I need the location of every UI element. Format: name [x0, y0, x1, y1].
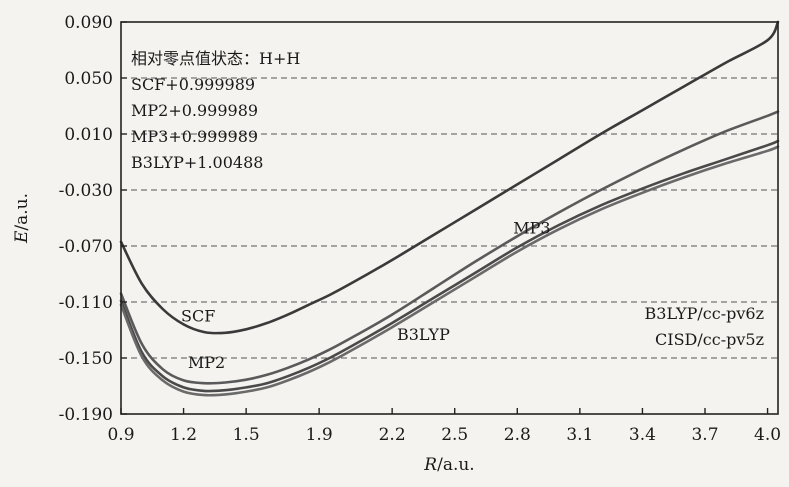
x-tick-label: 2.8 — [504, 425, 531, 445]
y-axis-label: E/a.u. — [12, 193, 32, 244]
series-label-mp3: MP3 — [513, 218, 550, 237]
y-tick-label: 0.050 — [64, 69, 113, 89]
annotation-block-bottom-right: B3LYP/cc-pv6z CISD/cc-pv5z — [645, 304, 764, 349]
x-tick-label: 3.4 — [629, 425, 656, 445]
x-tick-label: 1.5 — [233, 425, 260, 445]
series-labels: SCF MP2 MP3 B3LYP — [181, 218, 551, 371]
series-label-mp2: MP2 — [188, 353, 225, 372]
y-tick-label: -0.110 — [59, 293, 113, 313]
y-tick-label: -0.070 — [59, 237, 113, 257]
method-annotation-line: CISD/cc-pv5z — [655, 330, 764, 349]
x-tick-label: 1.2 — [170, 425, 197, 445]
x-axis-ticks: 0.9 1.2 1.5 1.9 2.2 2.5 2.8 3.1 3.4 3.7 4.0 — [107, 408, 781, 445]
x-axis-label: R/a.u. — [423, 455, 474, 475]
annotation-block-top-left: 相对零点值状态：H+H SCF+0.999989 MP2+0.999989 MP3+0… — [131, 49, 300, 172]
x-tick-label: 2.5 — [441, 425, 468, 445]
series-line-b3lyp — [119, 145, 780, 397]
x-tick-label: 3.7 — [691, 425, 718, 445]
x-axis-label-italic: R — [423, 455, 437, 475]
annotation-line: SCF+0.999989 — [131, 75, 255, 94]
series-line-mp3 — [119, 139, 780, 393]
y-axis-ticks: 0.090 0.050 0.010 -0.030 -0.070 -0.110 -0.150 -… — [59, 13, 127, 425]
series-group — [119, 20, 780, 397]
x-tick-label: 2.2 — [379, 425, 406, 445]
y-tick-label: 0.010 — [64, 125, 113, 145]
annotation-line: MP3+0.999989 — [131, 127, 258, 146]
y-axis-label-unit: /a.u. — [12, 193, 32, 231]
annotation-line: MP2+0.999989 — [131, 101, 258, 120]
series-label-scf: SCF — [181, 307, 215, 326]
y-tick-label: -0.190 — [59, 405, 113, 425]
series-line-scf — [119, 20, 780, 335]
x-tick-label: 3.1 — [566, 425, 593, 445]
y-tick-label: -0.030 — [59, 181, 113, 201]
x-tick-label: 1.9 — [306, 425, 333, 445]
y-tick-label: -0.150 — [59, 349, 113, 369]
method-annotation-line: B3LYP/cc-pv6z — [645, 304, 764, 323]
series-line-mp2 — [119, 110, 780, 385]
annotation-line: 相对零点值状态：H+H — [131, 49, 300, 68]
x-tick-label: 4.0 — [754, 425, 781, 445]
x-axis-label-unit: /a.u. — [437, 455, 475, 475]
annotation-line: B3LYP+1.00488 — [131, 153, 263, 172]
series-label-b3lyp: B3LYP — [397, 325, 450, 344]
y-tick-label: 0.090 — [64, 13, 113, 33]
y-axis-label-italic: E — [12, 230, 32, 244]
plot-frame — [120, 21, 779, 415]
x-tick-label: 0.9 — [107, 425, 134, 445]
